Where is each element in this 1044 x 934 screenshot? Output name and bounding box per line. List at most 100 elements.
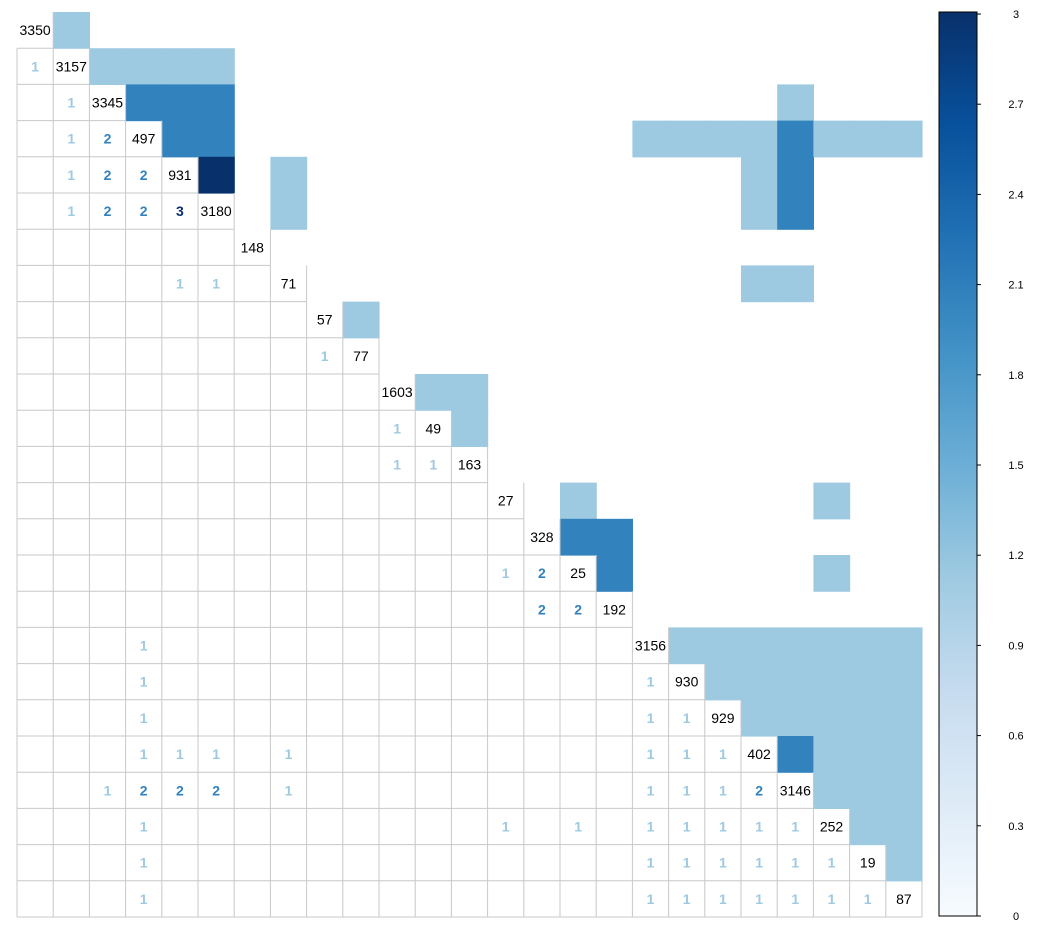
heatmap-cell-upper-r4-c20	[741, 156, 778, 194]
lower-cell-label-r5-c2: 2	[104, 203, 112, 219]
heatmap-cell-upper-r3-c22	[813, 120, 851, 158]
heatmap-cell-upper-r13-c22	[813, 482, 851, 520]
lower-cell-label-r22-c13: 1	[502, 819, 510, 835]
heatmap-cell-upper-r20-c23	[849, 736, 887, 773]
lower-cell-label-r7-c5: 1	[212, 276, 220, 292]
lower-cell-label-r20-c3: 1	[140, 746, 148, 762]
heatmap-cell-upper-r20-c22	[813, 736, 851, 773]
heatmap-cell-upper-r17-c19	[704, 627, 742, 665]
heatmap-cell-upper-r19-c21	[777, 699, 814, 737]
lower-cell-label-r9-c8: 1	[321, 348, 329, 364]
lower-cell-label-r1-c0: 1	[31, 58, 39, 74]
lower-cell-label-r3-c1: 1	[67, 131, 75, 147]
lower-cell-label-r20-c5: 1	[212, 746, 220, 762]
heatmap-cell-upper-r17-c20	[741, 627, 778, 665]
legend-tick-label-7: 2.1	[1008, 280, 1023, 292]
lower-cell-label-r18-c17: 1	[647, 674, 655, 690]
heatmap-cell-upper-r20-c21	[777, 736, 814, 773]
heatmap-cell-upper-r20-c24	[885, 736, 923, 773]
heatmap-cell-upper-r5-c21	[777, 193, 814, 230]
heatmap-cell-upper-r10-c11	[415, 374, 452, 411]
heatmap-cell-upper-r18-c21	[777, 663, 814, 701]
heatmap-cell-upper-r14-c16	[596, 518, 633, 556]
heatmap-cells	[53, 12, 923, 882]
diagonal-label-17: 3156	[635, 638, 666, 654]
lower-cell-label-r21-c20: 2	[755, 782, 763, 798]
heatmap-cell-upper-r3-c20	[741, 120, 778, 158]
lower-cell-label-r12-c11: 1	[429, 457, 437, 473]
lower-cell-label-r21-c7: 1	[285, 782, 293, 798]
heatmap-cell-upper-r4-c21	[777, 156, 814, 194]
diagonal-label-6: 148	[241, 239, 265, 255]
lower-cell-label-r22-c17: 1	[647, 819, 655, 835]
lower-cell-label-r20-c7: 1	[285, 746, 293, 762]
diagonal-label-1: 3157	[56, 58, 87, 74]
lower-cell-label-r16-c15: 2	[574, 601, 582, 617]
lower-cell-label-r5-c3: 2	[140, 203, 148, 219]
heatmap-cell-upper-r2-c3	[125, 84, 163, 122]
lower-cell-label-r24-c21: 1	[791, 891, 799, 907]
color-legend-ticks: 0 0.3 0.6 0.9 1.2 1.5 1.8 2.1 2.4 2.7 3	[977, 9, 1024, 923]
heatmap-cell-upper-r3-c17	[632, 120, 670, 158]
heatmap-cell-upper-r18-c20	[741, 663, 778, 701]
lower-cell-label-r21-c4: 2	[176, 782, 184, 798]
lower-cell-label-r24-c23: 1	[864, 891, 872, 907]
heatmap-cell-upper-r19-c23	[849, 699, 887, 737]
lower-cell-label-r20-c4: 1	[176, 746, 184, 762]
heatmap-cell-upper-r17-c24	[885, 627, 923, 665]
legend-tick-label-9: 2.7	[1008, 99, 1023, 111]
diagonal-label-15: 25	[570, 565, 586, 581]
lower-cell-label-r4-c1: 1	[67, 167, 75, 183]
diagonal-label-19: 929	[711, 710, 735, 726]
heatmap-cell-upper-r4-c5	[198, 156, 235, 194]
lower-cell-label-r22-c20: 1	[755, 819, 763, 835]
heatmap-cell-upper-r18-c23	[849, 663, 887, 701]
heatmap-cell-upper-r18-c24	[885, 663, 923, 701]
lower-cell-label-r7-c4: 1	[176, 276, 184, 292]
heatmap-cell-upper-r11-c12	[451, 410, 489, 447]
lower-cell-label-r23-c20: 1	[755, 855, 763, 871]
lower-cell-label-r18-c3: 1	[140, 674, 148, 690]
lower-cell-label-r21-c18: 1	[683, 782, 691, 798]
lower-cell-label-r23-c17: 1	[647, 855, 655, 871]
lower-cell-label-r20-c17: 1	[647, 746, 655, 762]
lower-cell-label-r22-c18: 1	[683, 819, 691, 835]
diagonal-label-22: 252	[820, 819, 844, 835]
lower-cell-label-r23-c18: 1	[683, 855, 691, 871]
diagonal-label-3: 497	[132, 131, 156, 147]
heatmap-cell-upper-r7-c20	[741, 265, 778, 303]
lower-cell-label-r4-c3: 2	[140, 167, 148, 183]
heatmap-cell-upper-r4-c7	[270, 156, 308, 194]
heatmap-cell-upper-r21-c22	[813, 772, 851, 809]
diagonal-label-18: 930	[675, 674, 699, 690]
heatmap-cell-upper-r3-c5	[198, 120, 235, 158]
diagonal-label-5: 3180	[201, 203, 232, 219]
diagonal-label-23: 19	[860, 855, 876, 871]
heatmap-cell-upper-r19-c24	[885, 699, 923, 737]
lower-cell-label-r15-c13: 1	[502, 565, 510, 581]
lower-cell-label-r24-c18: 1	[683, 891, 691, 907]
heatmap-cell-upper-r8-c9	[342, 301, 380, 339]
heatmap-cell-upper-r0-c1	[53, 12, 90, 49]
heatmap-cell-upper-r21-c24	[885, 772, 923, 809]
heatmap-cell-upper-r21-c23	[849, 772, 887, 809]
lower-cell-label-r19-c17: 1	[647, 710, 655, 726]
heatmap-cell-upper-r1-c2	[89, 48, 127, 85]
heatmap-cell-upper-r3-c24	[885, 120, 923, 158]
heatmap-cell-upper-r3-c18	[668, 120, 706, 158]
lower-cell-label-r5-c1: 1	[67, 203, 75, 219]
diagonal-label-10: 1603	[382, 384, 413, 400]
heatmap-cell-upper-r19-c20	[741, 699, 778, 737]
lower-cell-label-r23-c22: 1	[828, 855, 836, 871]
heatmap-cell-upper-r7-c21	[777, 265, 814, 303]
heatmap-cell-upper-r2-c21	[777, 84, 814, 122]
heatmap-cell-upper-r17-c21	[777, 627, 814, 665]
legend-tick-label-6: 1.8	[1008, 370, 1023, 382]
heatmap-cell-upper-r1-c5	[198, 48, 235, 85]
heatmap-cell-upper-r3-c4	[161, 120, 199, 158]
diagonal-label-16: 192	[603, 601, 627, 617]
legend-tick-label-10: 3	[1013, 9, 1019, 21]
cell-labels: 3350 3157 3345 497 931 3180 148 71 57 77 1603 49 163…	[20, 22, 912, 907]
heatmap-cell-upper-r15-c16	[596, 555, 633, 592]
